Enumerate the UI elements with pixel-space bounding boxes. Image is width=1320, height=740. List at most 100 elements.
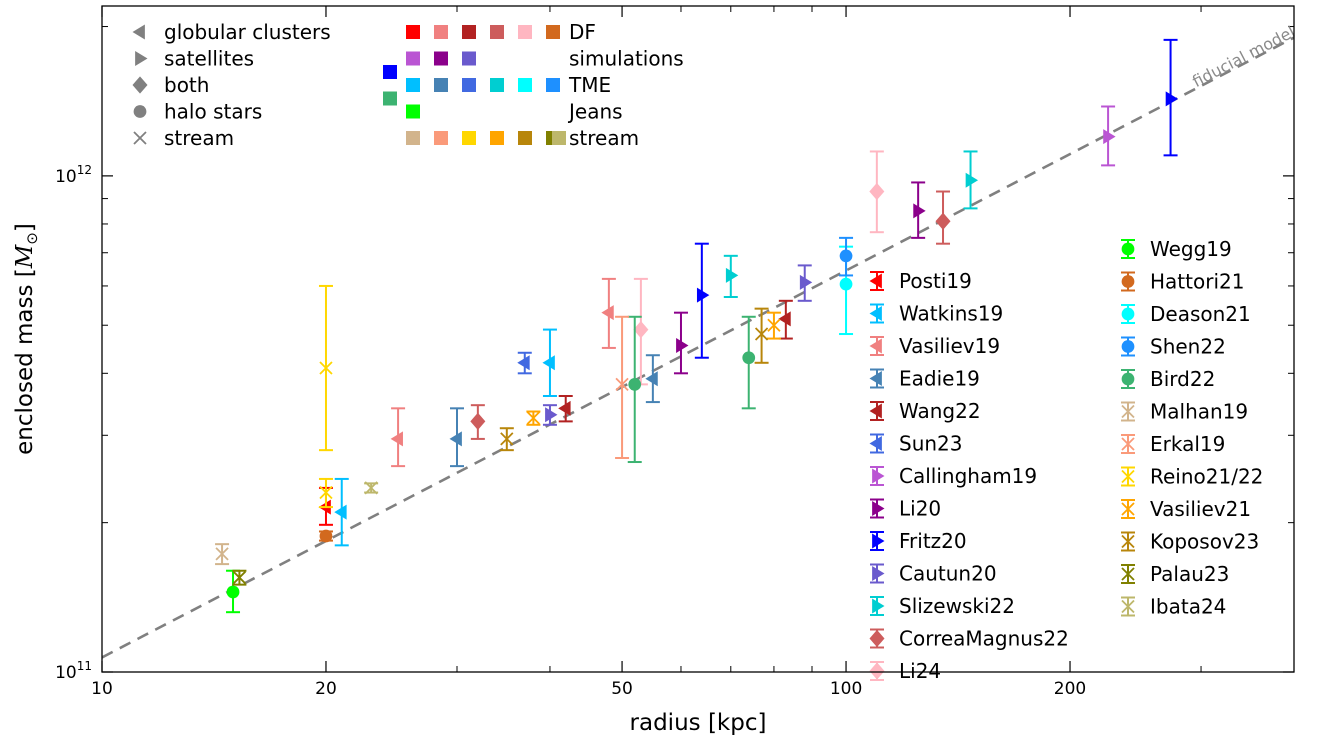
series-palau23 [232,569,247,586]
data-point [742,351,756,365]
legend-series-marker [1121,599,1135,614]
data-point [676,338,689,354]
legend-entry: Koposov23 [1121,530,1259,554]
data-point [615,377,629,391]
series-vasiliev21 [526,311,781,426]
data-point [470,412,486,431]
data-point [839,249,853,263]
legend-color-swatch [383,65,397,79]
series-vasiliev19 [390,277,616,468]
legend-color-swatch [406,78,420,92]
legend-series-marker [869,629,885,648]
series-slizewski22 [723,150,979,298]
legend-entry: Deason21 [1121,302,1251,326]
legend-entry: Callingham19 [870,464,1037,488]
legend-color-swatch [518,78,532,92]
legend-series-marker [872,598,885,614]
legend-entry: Malhan19 [1121,400,1248,424]
legend-series-label: Li20 [899,497,941,521]
model-layer [102,36,1294,659]
legend-entry: Reino21/22 [1121,465,1263,489]
legend-series-label: Wang22 [899,399,981,423]
x-tick-label: 200 [1054,679,1086,699]
legend-series-marker [869,306,882,321]
legend-color-swatch [546,25,560,39]
legend-color-swatch [434,25,448,39]
legend-entry: Li20 [870,497,941,521]
fiducial-model-line [102,36,1294,659]
series-fritz20 [694,38,1179,359]
legend-color-swatch [462,25,476,39]
legend-marker-right [135,51,148,66]
data-point [226,585,240,599]
legend-entry: Fritz20 [870,529,967,553]
legend-series-marker [1121,404,1135,419]
data-point [449,431,462,447]
legend-color-swatch [434,78,448,92]
data-point [558,400,571,416]
legend-method-label: TME [568,73,611,97]
data-layer [215,38,1179,614]
data-point [390,431,403,447]
legend-series-marker [872,566,885,581]
legend-color-swatch [406,51,420,66]
data-point [628,377,642,391]
series-correamagnus22 [470,190,951,440]
legend-series-label: Fritz20 [899,529,967,553]
legend-series-marker [1121,372,1135,386]
legend-marker-circle [133,105,147,118]
data-point [215,547,229,561]
legend-entry: Hattori21 [1121,270,1244,294]
legend-marker-label: satellites [164,47,254,71]
x-tick-label: 20 [315,679,337,699]
legend-entry: Bird22 [1121,367,1215,391]
legend-marker-label: halo stars [164,100,262,124]
series-shen22 [839,236,854,277]
legend-entry: Ibata24 [1121,595,1226,619]
data-point [601,305,614,321]
data-point [767,318,781,332]
x-axis-title: radius [kpc] [630,710,767,736]
legend-series-label: CorreaMagnus22 [899,627,1069,651]
data-point [754,327,769,341]
legend-series-label: Hattori21 [1150,270,1244,294]
legend-color-swatch [490,25,504,39]
legend-series-marker [1121,567,1135,581]
series-eadie19 [449,354,660,468]
legend-series-label: Reino21/22 [1150,465,1263,489]
legend-series-label: Deason21 [1150,302,1251,326]
x-tick-label: 100 [830,679,862,699]
legend-color-swatch [518,25,532,39]
legend-marker-x [133,131,147,145]
legend-series-label: Ibata24 [1150,595,1226,619]
data-point [526,411,541,425]
series-bird22 [627,315,756,464]
tick-labels: 10 20 50 100 200 1011 1012 [55,163,1086,699]
legend-marker-label: globular clusters [164,20,331,44]
y-tick-label: 1011 [55,659,92,683]
data-point [935,212,951,230]
legend-entry: CorreaMagnus22 [869,627,1069,651]
series-callingham19 [1101,105,1116,167]
data-point [319,529,333,543]
data-point [725,267,739,283]
legend-series-marker [1121,242,1135,256]
legend-color-swatch [518,131,532,145]
legend-entry: Cautun20 [870,562,997,586]
legend-color-swatch [406,131,420,145]
data-point [799,274,813,290]
legend-entry: Slizewski22 [870,594,1015,618]
legend-series-marker [1121,534,1135,549]
legend-series-label: Bird22 [1150,367,1215,391]
legend-color-swatch [490,78,504,92]
data-point [869,182,885,201]
legend-series-marker [872,468,885,484]
series-ibata24 [364,481,379,495]
legend-series-label: Li24 [899,659,941,683]
legend-color-swatch [546,78,560,92]
data-point [645,371,658,387]
legend-entry: Watkins19 [869,302,1003,326]
data-point [778,311,791,327]
legend-color-swatch [406,25,420,39]
y-axis-title: enclosed mass [M⊙] [12,223,41,455]
